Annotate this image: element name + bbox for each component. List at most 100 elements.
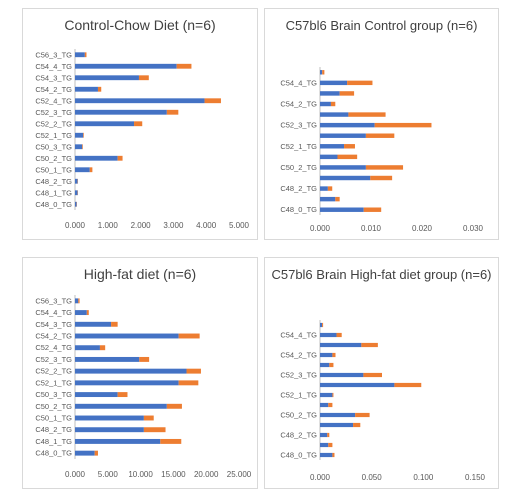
category-label: C48_0_TG bbox=[35, 449, 72, 458]
category-label: C54_2_TG bbox=[280, 351, 317, 360]
bar-series-2 bbox=[355, 412, 370, 418]
bar-series-1 bbox=[75, 190, 78, 196]
bar-series-1 bbox=[75, 52, 85, 58]
bar-series-2 bbox=[347, 80, 373, 86]
bar-series-1 bbox=[75, 321, 112, 327]
bar-series-1 bbox=[320, 442, 329, 448]
bar-series-1 bbox=[320, 372, 364, 378]
bar-series-2 bbox=[344, 144, 355, 149]
category-label: C48_0_TG bbox=[35, 200, 72, 209]
bar-series-1 bbox=[320, 382, 395, 388]
bar-series-1 bbox=[75, 450, 95, 456]
bar-series-1 bbox=[75, 121, 135, 127]
bar-series-1 bbox=[320, 362, 330, 368]
bar-series-1 bbox=[75, 380, 179, 386]
category-label: C50_1_TG bbox=[35, 165, 72, 174]
bar-series-2 bbox=[178, 333, 200, 339]
bar-series-2 bbox=[353, 422, 361, 428]
bar-series-2 bbox=[339, 91, 355, 96]
x-tick-label: 20.000 bbox=[194, 470, 219, 479]
category-label: C54_4_TG bbox=[35, 308, 72, 317]
bar-series-2 bbox=[186, 368, 201, 374]
category-label: C48_0_TG bbox=[280, 205, 317, 214]
category-label: C54_4_TG bbox=[35, 62, 72, 71]
category-label: C52_3_TG bbox=[280, 371, 317, 380]
bar-series-1 bbox=[320, 144, 345, 149]
chart-title: High-fat diet (n=6) bbox=[83, 266, 197, 282]
bar-series-1 bbox=[75, 155, 118, 161]
bar-series-1 bbox=[320, 101, 331, 107]
bar-series-2 bbox=[204, 98, 221, 104]
bar-series-2 bbox=[111, 321, 118, 327]
bar-series-2 bbox=[83, 132, 84, 138]
x-tick-label: 0.000 bbox=[65, 221, 86, 230]
category-label: C52_2_TG bbox=[35, 367, 72, 376]
bar-series-2 bbox=[134, 121, 143, 127]
bar-series-2 bbox=[99, 345, 106, 351]
category-label: C54_3_TG bbox=[35, 320, 72, 329]
category-label: C52_3_TG bbox=[35, 355, 72, 364]
bar-series-2 bbox=[365, 165, 404, 170]
chart-panel-brain-high-fat: C57bl6 Brain High-fat diet group (n=6) C… bbox=[264, 257, 499, 489]
bar-series-1 bbox=[75, 98, 205, 104]
bar-series-1 bbox=[75, 427, 144, 433]
chart-svg: C54_4_TG C54_2_TG C52_3_TG C52_1_TG C50_2_TG… bbox=[280, 67, 484, 233]
x-tick-label: 5.000 bbox=[229, 221, 250, 230]
category-label: C54_4_TG bbox=[280, 78, 317, 87]
category-label: C54_2_TG bbox=[35, 85, 72, 94]
category-label: C48_1_TG bbox=[35, 188, 72, 197]
bar-series-2 bbox=[337, 154, 358, 160]
bar-series-1 bbox=[75, 333, 179, 339]
bar-series-2 bbox=[332, 452, 335, 458]
bar-series-1 bbox=[320, 91, 340, 96]
x-tick-label: 0.020 bbox=[412, 224, 433, 233]
category-label: C56_3_TG bbox=[35, 50, 72, 59]
bar-series-1 bbox=[75, 167, 90, 173]
bar-series-1 bbox=[320, 412, 356, 418]
bar-series-2 bbox=[94, 450, 98, 456]
bar-series-2 bbox=[139, 356, 150, 362]
bar-series-2 bbox=[143, 427, 166, 433]
bar-series-1 bbox=[320, 392, 333, 398]
bar-series-2 bbox=[82, 144, 83, 150]
bar-series-1 bbox=[75, 201, 77, 207]
bar-series-1 bbox=[320, 322, 323, 328]
bar-series-2 bbox=[117, 155, 123, 161]
category-label: C50_3_TG bbox=[35, 390, 72, 399]
bar-series-2 bbox=[336, 332, 342, 338]
bar-series-1 bbox=[75, 438, 161, 444]
chart-panel-control-chow: Control-Chow Diet (n=6) C56_3_TG C54_4_TG… bbox=[22, 8, 258, 240]
bar-series-2 bbox=[178, 380, 199, 386]
bar-series-1 bbox=[320, 332, 337, 338]
category-label: C52_3_TG bbox=[280, 121, 317, 130]
category-label: C48_2_TG bbox=[280, 184, 317, 193]
bar-series-2 bbox=[166, 403, 182, 409]
bar-series-1 bbox=[75, 345, 100, 351]
bar-series-1 bbox=[75, 86, 98, 92]
bar-series-2 bbox=[86, 310, 89, 316]
category-label: C52_4_TG bbox=[35, 343, 72, 352]
bar-series-1 bbox=[320, 196, 336, 202]
x-tick-label: 10.000 bbox=[128, 470, 153, 479]
bar-series-1 bbox=[75, 63, 177, 69]
bar-series-2 bbox=[330, 101, 336, 107]
bar-series-1 bbox=[320, 154, 338, 160]
category-label: C48_2_TG bbox=[280, 431, 317, 440]
bar-series-2 bbox=[394, 382, 422, 388]
category-label: C50_2_TG bbox=[35, 154, 72, 163]
bar-series-2 bbox=[370, 175, 393, 181]
bar-series-2 bbox=[363, 372, 382, 378]
bar-series-1 bbox=[320, 342, 362, 348]
chart-title: C57bl6 Brain High-fat diet group (n=6) bbox=[271, 267, 492, 282]
x-tick-label: 0.000 bbox=[310, 224, 331, 233]
bar-series-2 bbox=[332, 392, 334, 398]
bar-series-1 bbox=[320, 186, 328, 191]
bar-series-1 bbox=[320, 422, 354, 428]
chart-panel-high-fat: High-fat diet (n=6) C56_3_TG C54_4_TG C54_… bbox=[22, 257, 258, 489]
bar-series-2 bbox=[97, 86, 102, 92]
bar-series-2 bbox=[78, 298, 80, 304]
bar-series-2 bbox=[117, 392, 128, 398]
category-label: C50_2_TG bbox=[35, 402, 72, 411]
x-tick-label: 0.010 bbox=[361, 224, 382, 233]
bar-series-2 bbox=[166, 109, 179, 115]
